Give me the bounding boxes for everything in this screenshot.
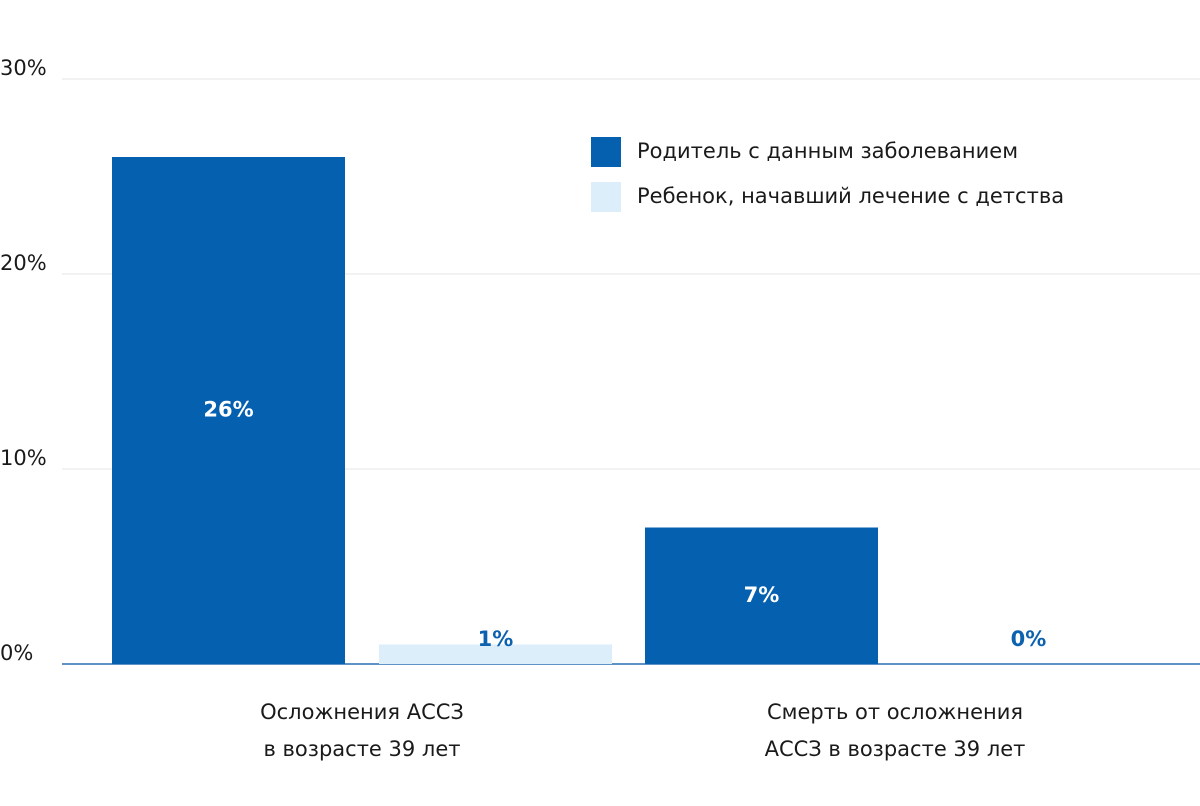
y-tick-label: 20% (0, 251, 47, 275)
x-tick-label: АССЗ в возрасте 39 лет (765, 737, 1026, 761)
legend-swatch (591, 137, 621, 167)
legend-label: Ребенок, начавший лечение с детства (637, 184, 1064, 208)
value-label: 0% (1011, 627, 1047, 651)
legend-swatch (591, 182, 621, 212)
y-tick-label: 10% (0, 446, 47, 470)
bar (112, 157, 345, 664)
value-label: 26% (203, 398, 253, 422)
x-tick-label: Осложнения АССЗ (260, 700, 464, 724)
y-tick-label: 30% (0, 56, 47, 80)
bar (379, 644, 612, 664)
value-label: 7% (744, 583, 780, 607)
bar (645, 527, 878, 664)
x-tick-label: в возрасте 39 лет (264, 737, 461, 761)
value-label: 1% (478, 627, 514, 651)
y-tick-label: 0% (0, 641, 33, 665)
legend-label: Родитель с данным заболеванием (637, 139, 1018, 163)
x-tick-label: Смерть от осложнения (767, 700, 1023, 724)
